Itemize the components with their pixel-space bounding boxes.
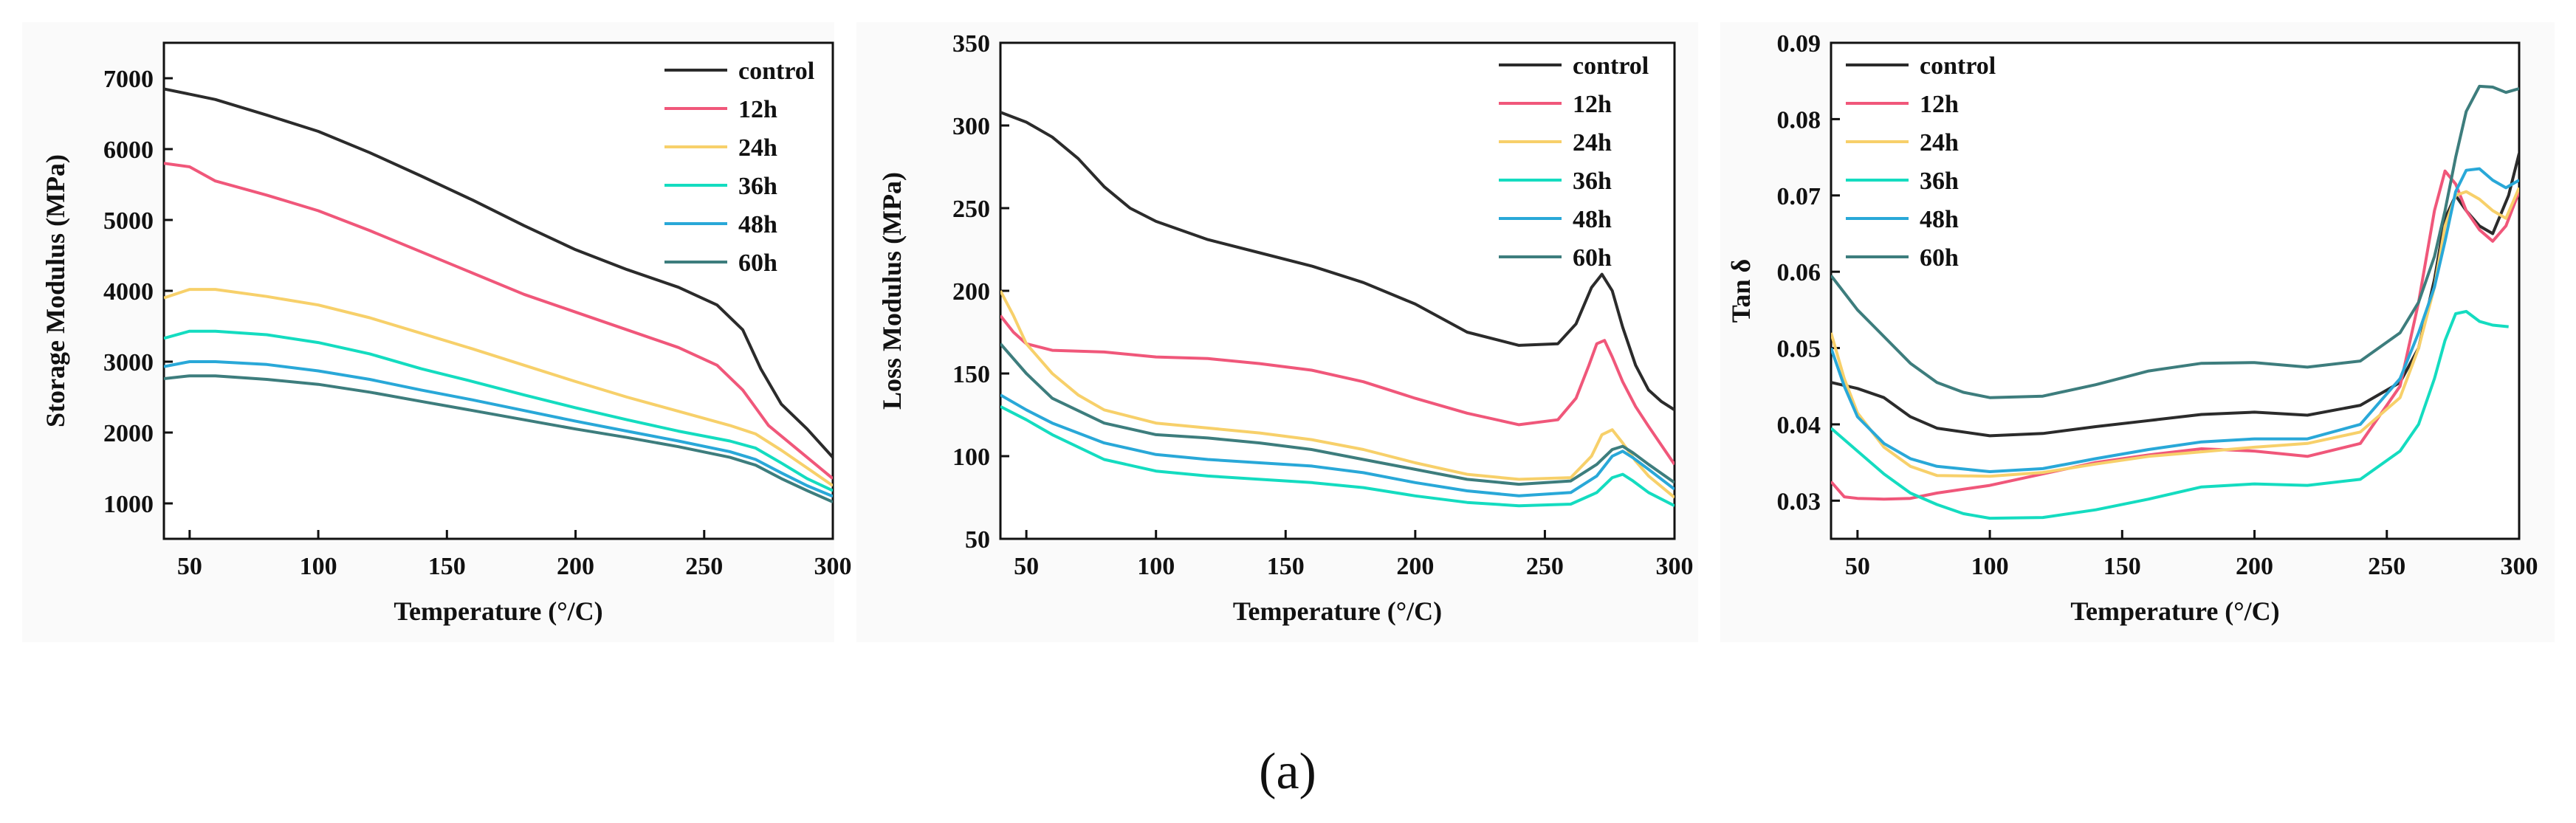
legend-label-24h: 24h [1920,129,1959,156]
x-tick-label: 50 [177,553,202,580]
x-axis-label: Temperature (°/C) [1233,596,1442,626]
x-tick-label: 150 [1267,553,1305,580]
x-tick-label: 300 [2501,553,2538,580]
x-tick-label: 100 [300,553,337,580]
y-tick-label: 0.03 [1777,488,1821,515]
series-line-60h [1831,84,2519,399]
series-line-control [1000,111,1675,411]
legend-label-control: control [1920,52,1996,80]
x-tick-label: 50 [1014,553,1039,580]
x-tick-label: 200 [2236,553,2273,580]
y-tick-label: 5000 [103,207,154,235]
y-tick-label: 250 [952,196,990,223]
y-tick-label: 6000 [103,137,154,164]
series-line-60h [164,374,833,503]
legend-label-36h: 36h [1920,168,1959,195]
legend-label-48h: 48h [738,211,777,238]
x-tick-label: 300 [1656,553,1694,580]
x-tick-label: 250 [2368,553,2405,580]
y-tick-label: 150 [952,361,990,388]
y-tick-label: 7000 [103,66,154,93]
y-tick-label: 0.07 [1777,183,1821,210]
legend-label-36h: 36h [1573,168,1612,195]
plot-frame [162,41,834,540]
x-tick-label: 150 [428,553,466,580]
series-line-36h [1831,309,2509,520]
legend-label-48h: 48h [1573,206,1612,233]
series-line-48h [1000,393,1675,497]
series-line-control [164,87,833,458]
y-tick-label: 3000 [103,349,154,376]
y-tick-label: 0.09 [1777,30,1821,58]
legend-label-36h: 36h [738,173,777,200]
y-tick-label: 100 [952,444,990,471]
x-tick-label: 250 [685,553,723,580]
legend-label-control: control [738,58,814,85]
x-tick-label: 250 [1526,553,1564,580]
x-tick-label: 50 [1845,553,1870,580]
figure-caption: (a) [1259,743,1316,800]
legend-label-control: control [1573,52,1649,80]
y-tick-label: 1000 [103,491,154,518]
y-axis-label: Storage Modulus (MPa) [41,154,70,427]
series-line-12h [164,162,833,480]
x-tick-label: 150 [2103,553,2141,580]
plot-frame [999,41,1676,540]
x-tick-label: 300 [814,553,852,580]
series-line-24h [164,288,833,487]
series-line-12h [1831,169,2519,501]
y-axis-label: Tan δ [1726,259,1756,323]
y-tick-label: 0.04 [1777,412,1821,439]
legend-label-48h: 48h [1920,206,1959,233]
series-line-12h [1000,314,1675,466]
legend-label-12h: 12h [1920,91,1959,118]
loss-modulus-chart: 50 100 150 200 250 300 50 100 150 200 250 300 350 Tem… [877,30,1694,626]
legend-label-60h: 60h [738,249,777,277]
y-tick-label: 50 [965,526,990,554]
x-tick-label: 100 [1971,553,2009,580]
series-line-36h [1000,405,1675,508]
series-line-24h [1000,290,1675,499]
y-tick-label: 0.08 [1777,106,1821,134]
series-line-60h [1000,342,1675,486]
legend-label-60h: 60h [1920,244,1959,272]
series-line-36h [164,329,833,492]
series-line-48h [164,360,833,498]
storage-modulus-chart: 50 100 150 200 250 300 1000 2000 3000 4000 5000 600… [41,41,852,626]
legend-label-12h: 12h [738,96,777,123]
x-axis-label: Temperature (°/C) [2070,596,2279,626]
series-line-48h [1831,167,2519,473]
y-tick-label: 300 [952,113,990,140]
x-tick-label: 100 [1137,553,1175,580]
x-tick-label: 200 [557,553,594,580]
y-tick-label: 0.05 [1777,336,1821,363]
legend-label-60h: 60h [1573,244,1612,272]
plot-frame [1830,41,2521,540]
y-tick-label: 350 [952,30,990,58]
y-tick-label: 0.06 [1777,259,1821,286]
y-tick-label: 2000 [103,420,154,447]
x-axis-label: Temperature (°/C) [394,596,602,626]
tan-delta-chart: 50 100 150 200 250 300 0.03 0.04 0.05 0.06 0.07 0.0… [1726,30,2538,626]
legend-label-24h: 24h [738,134,777,162]
series-line-24h [1831,187,2519,478]
y-tick-label: 200 [952,278,990,306]
y-tick-label: 4000 [103,278,154,306]
x-tick-label: 200 [1396,553,1434,580]
legend-label-12h: 12h [1573,91,1612,118]
y-axis-label: Loss Modulus (MPa) [877,172,907,410]
legend-label-24h: 24h [1573,129,1612,156]
